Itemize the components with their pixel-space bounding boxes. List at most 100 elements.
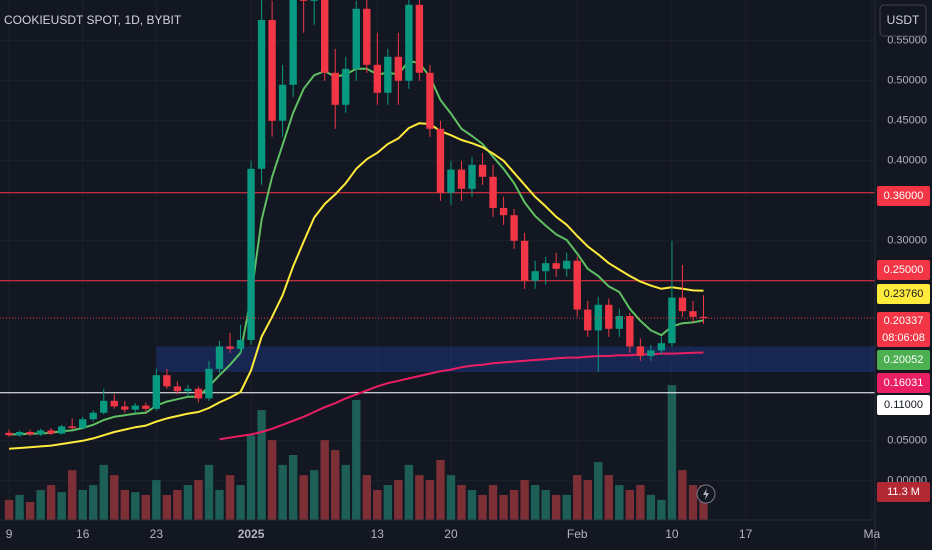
volume-bar [341, 464, 350, 520]
candle-body [299, 0, 308, 1]
candle-body [668, 297, 676, 344]
volume-bar [583, 480, 592, 520]
candle-body [457, 169, 466, 189]
volume-bar [204, 464, 214, 520]
candle-body [100, 400, 108, 413]
x-tick-label: 20 [444, 527, 458, 541]
x-tick-label: 13 [371, 527, 385, 541]
candle-body [489, 176, 497, 208]
volume-bar [667, 385, 677, 520]
flash-icon[interactable] [696, 484, 716, 504]
volume-bar [373, 489, 382, 520]
volume-bar [67, 470, 77, 520]
candle-body [68, 426, 76, 428]
moving-average-line [219, 351, 704, 441]
candle-body [594, 304, 602, 331]
candle-body [478, 164, 487, 177]
candle-body [363, 8, 371, 65]
currency-label[interactable]: USDT [887, 13, 920, 27]
volume-bar [499, 494, 508, 520]
y-tick-label: 0.45000 [887, 115, 927, 127]
level-badge-bg [877, 186, 930, 206]
candle-body [152, 375, 161, 409]
candle-body [236, 340, 245, 349]
volume-bar [562, 494, 571, 520]
volume-bar [4, 499, 14, 520]
volume-bar [173, 489, 182, 520]
candle-body [436, 128, 445, 193]
x-tick-label: 17 [739, 527, 753, 541]
volume-bar [309, 470, 319, 520]
volume-bar [551, 494, 561, 520]
volume-bar [625, 489, 635, 520]
volume-bar [688, 485, 698, 520]
series-badge: 0.23760 [884, 288, 924, 300]
volume-bar [57, 492, 66, 520]
candle-body [394, 56, 403, 81]
volume-bar [257, 410, 266, 520]
volume-bar [509, 489, 519, 520]
candle-body [163, 375, 171, 387]
volume-bar [25, 502, 35, 520]
candle-body [205, 368, 213, 399]
x-tick-label: Feb [567, 527, 588, 541]
volume-bar [215, 489, 224, 520]
x-tick-label: 2025 [238, 527, 265, 541]
candle-body [278, 84, 287, 121]
level-badge: 0.25000 [884, 264, 924, 276]
volume-badge: 11.3 M [887, 486, 920, 498]
candle-body [405, 4, 413, 81]
chart-title: COOKIEUSDT SPOT, 1D, BYBIT [4, 13, 182, 27]
volume-bar [646, 494, 656, 520]
candle-body [510, 215, 518, 241]
candle-body [57, 426, 66, 434]
candle-body [5, 432, 13, 436]
x-tick-label: 10 [665, 527, 679, 541]
volume-bar [131, 492, 140, 520]
volume-bar [78, 489, 87, 520]
volume-bar [383, 485, 393, 520]
candle-body [79, 419, 87, 428]
candle-body [194, 388, 203, 399]
candle-body [426, 72, 434, 129]
volume-bar [299, 475, 308, 520]
volume-bar [541, 489, 550, 520]
volume-bar [362, 475, 372, 520]
candle-body [226, 346, 234, 349]
candle-body [636, 346, 645, 356]
candle-body [626, 316, 634, 347]
volume-bar [352, 399, 361, 520]
x-tick-label: 23 [150, 527, 164, 541]
volume-bar [615, 485, 624, 520]
candle-body [121, 406, 129, 410]
candle-body [531, 271, 539, 281]
candle-body [605, 304, 613, 329]
volume-badge-bg [877, 482, 930, 502]
flash-icon-bolt[interactable] [703, 488, 709, 500]
candle-body [15, 432, 24, 436]
x-tick-label: 16 [76, 527, 90, 541]
volume-bar [436, 459, 445, 520]
candle-body [541, 263, 550, 272]
level-badge-bg [877, 395, 930, 415]
candle-body [678, 297, 687, 312]
volume-bar [110, 475, 119, 520]
series-badge: 0.20052 [884, 354, 924, 366]
volume-bar [152, 480, 161, 520]
candle-body [142, 405, 150, 409]
volume-bar [446, 475, 456, 520]
volume-bar [236, 485, 245, 520]
candle-body [468, 164, 476, 189]
candle-body [384, 56, 392, 93]
support-zone [156, 346, 875, 372]
candle-body [321, 0, 329, 73]
currency-button[interactable] [879, 4, 927, 37]
axes: 0.55000 0.50000 0.45000 0.40000 0.30000 0.050… [6, 35, 930, 541]
candle-body [247, 168, 255, 340]
candle-body [131, 405, 139, 410]
y-tick-label: 0.30000 [887, 235, 927, 247]
series-badge-bg [877, 373, 930, 393]
countdown: 08:06:08 [882, 332, 925, 344]
